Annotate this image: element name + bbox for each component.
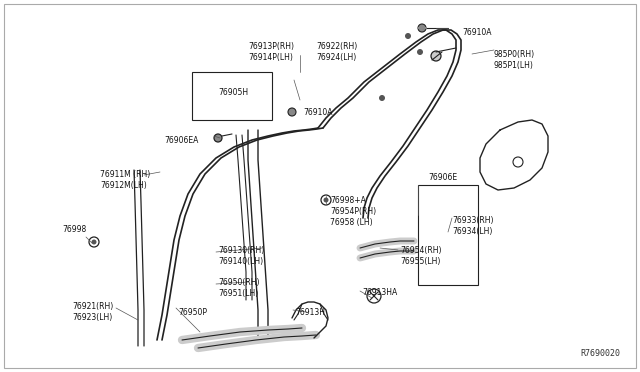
Text: 76914P(LH): 76914P(LH) bbox=[248, 53, 293, 62]
Circle shape bbox=[513, 157, 523, 167]
Text: 76911M (RH): 76911M (RH) bbox=[100, 170, 150, 179]
Text: R7690020: R7690020 bbox=[580, 349, 620, 358]
Text: 76998+A: 76998+A bbox=[330, 196, 366, 205]
Text: 76924(LH): 76924(LH) bbox=[316, 53, 356, 62]
Circle shape bbox=[418, 24, 426, 32]
Text: 985P0(RH): 985P0(RH) bbox=[494, 50, 535, 59]
Text: 76950(RH): 76950(RH) bbox=[218, 278, 259, 287]
Text: 76906E: 76906E bbox=[428, 173, 457, 182]
Text: 76955(LH): 76955(LH) bbox=[400, 257, 440, 266]
Text: 76998: 76998 bbox=[62, 225, 86, 234]
Text: 76921(RH): 76921(RH) bbox=[72, 302, 113, 311]
Circle shape bbox=[92, 240, 97, 244]
Text: 76954(RH): 76954(RH) bbox=[400, 246, 442, 255]
Text: 76910A: 76910A bbox=[462, 28, 492, 37]
Circle shape bbox=[89, 237, 99, 247]
Circle shape bbox=[323, 198, 328, 202]
Text: 76913H: 76913H bbox=[295, 308, 325, 317]
Text: 769130(RH): 769130(RH) bbox=[218, 246, 264, 255]
Circle shape bbox=[405, 33, 411, 39]
Text: 76912M(LH): 76912M(LH) bbox=[100, 181, 147, 190]
Circle shape bbox=[214, 134, 222, 142]
Text: 76954P(RH): 76954P(RH) bbox=[330, 207, 376, 216]
Circle shape bbox=[288, 108, 296, 116]
Text: 76923(LH): 76923(LH) bbox=[72, 313, 112, 322]
Text: 76913P(RH): 76913P(RH) bbox=[248, 42, 294, 51]
Text: 76951(LH): 76951(LH) bbox=[218, 289, 259, 298]
Circle shape bbox=[431, 51, 441, 61]
Circle shape bbox=[379, 95, 385, 101]
Text: 769140(LH): 769140(LH) bbox=[218, 257, 263, 266]
Text: 76950P: 76950P bbox=[178, 308, 207, 317]
Text: 76905H: 76905H bbox=[218, 88, 248, 97]
Text: 76933(RH): 76933(RH) bbox=[452, 216, 493, 225]
Bar bbox=[418, 185, 478, 285]
Circle shape bbox=[367, 289, 381, 303]
Text: 76934(LH): 76934(LH) bbox=[452, 227, 492, 236]
Text: 76910A: 76910A bbox=[303, 108, 333, 117]
Bar bbox=[192, 72, 272, 120]
Text: 76958 (LH): 76958 (LH) bbox=[330, 218, 372, 227]
Text: 985P1(LH): 985P1(LH) bbox=[494, 61, 534, 70]
Text: 76913HA: 76913HA bbox=[362, 288, 397, 297]
Circle shape bbox=[417, 49, 423, 55]
Circle shape bbox=[321, 195, 331, 205]
Text: 76922(RH): 76922(RH) bbox=[316, 42, 357, 51]
Text: 76906EA: 76906EA bbox=[164, 136, 198, 145]
